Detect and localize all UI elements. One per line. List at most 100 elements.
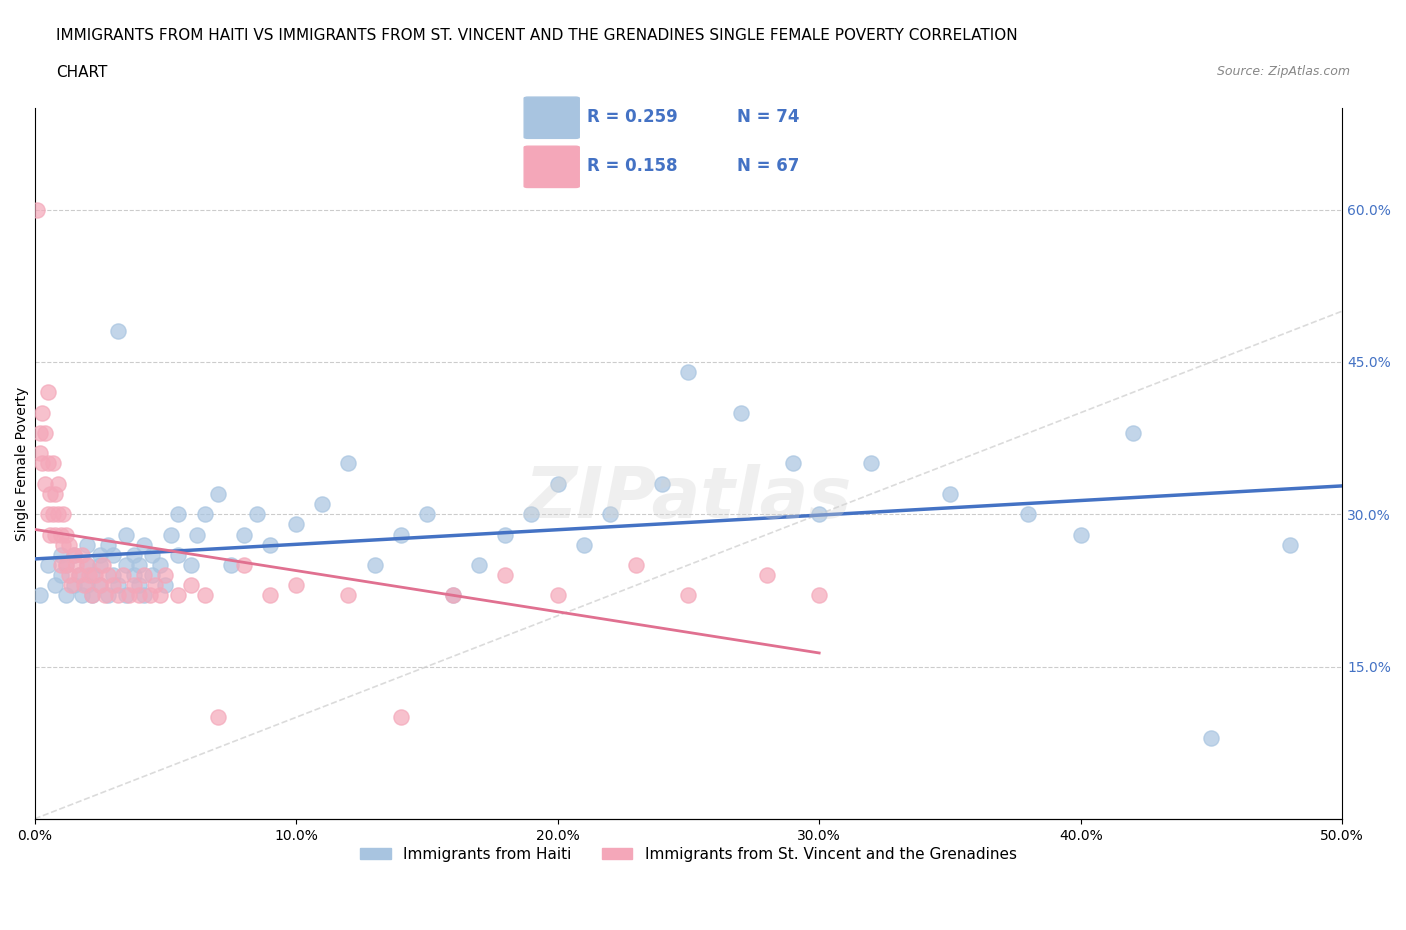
Point xyxy=(49,527,72,542)
Point xyxy=(46,507,69,522)
Text: Source: ZipAtlas.com: Source: ZipAtlas.com xyxy=(1216,65,1350,78)
Point xyxy=(138,588,160,603)
Point xyxy=(107,588,129,603)
Point xyxy=(468,558,491,573)
Point xyxy=(939,486,962,501)
Point xyxy=(115,527,138,542)
Point xyxy=(28,445,51,460)
Point xyxy=(76,558,98,573)
Point xyxy=(259,538,281,552)
Point xyxy=(25,202,48,217)
Point xyxy=(180,578,202,592)
Point xyxy=(37,456,59,471)
Point xyxy=(159,527,181,542)
Point xyxy=(1017,507,1039,522)
Point xyxy=(44,527,66,542)
Point xyxy=(62,548,84,563)
Point xyxy=(494,527,516,542)
Point xyxy=(89,578,111,592)
Point xyxy=(389,710,412,724)
Point xyxy=(62,548,84,563)
Point xyxy=(143,578,166,592)
Point xyxy=(118,588,141,603)
FancyBboxPatch shape xyxy=(524,146,579,188)
Point xyxy=(107,578,129,592)
Point xyxy=(55,558,77,573)
Point xyxy=(337,456,360,471)
Point xyxy=(363,558,385,573)
Point xyxy=(599,507,621,522)
Point xyxy=(91,558,114,573)
Point xyxy=(547,476,569,491)
Point xyxy=(82,588,104,603)
Point xyxy=(76,558,98,573)
Point xyxy=(67,567,90,582)
Point xyxy=(122,578,145,592)
Point xyxy=(547,588,569,603)
Point xyxy=(67,567,90,582)
Point xyxy=(155,567,177,582)
Point xyxy=(42,456,65,471)
Point xyxy=(1070,527,1092,542)
Point xyxy=(207,710,229,724)
Point xyxy=(1122,426,1144,441)
Point xyxy=(76,538,98,552)
Point xyxy=(101,567,124,582)
Point xyxy=(441,588,464,603)
Point xyxy=(89,548,111,563)
Point xyxy=(1201,730,1223,745)
Point xyxy=(107,324,129,339)
Point xyxy=(494,567,516,582)
Point xyxy=(94,588,117,603)
Point xyxy=(55,527,77,542)
Point xyxy=(28,426,51,441)
Point xyxy=(122,567,145,582)
Point xyxy=(31,456,53,471)
Point xyxy=(141,548,163,563)
Point xyxy=(624,558,647,573)
Point xyxy=(58,567,80,582)
Point xyxy=(572,538,595,552)
Point xyxy=(34,476,56,491)
Point xyxy=(186,527,208,542)
Point xyxy=(389,527,412,542)
Point xyxy=(180,558,202,573)
Point xyxy=(97,588,120,603)
Point xyxy=(82,567,104,582)
Point xyxy=(52,538,75,552)
Text: ZIPatlas: ZIPatlas xyxy=(524,464,852,534)
Point xyxy=(651,476,673,491)
Point xyxy=(285,517,308,532)
Point xyxy=(207,486,229,501)
Text: IMMIGRANTS FROM HAITI VS IMMIGRANTS FROM ST. VINCENT AND THE GRENADINES SINGLE F: IMMIGRANTS FROM HAITI VS IMMIGRANTS FROM… xyxy=(56,28,1018,43)
Point xyxy=(76,578,98,592)
Point xyxy=(219,558,242,573)
Point xyxy=(730,405,752,420)
Point xyxy=(122,548,145,563)
Point xyxy=(115,558,138,573)
Point xyxy=(112,567,135,582)
Point xyxy=(28,588,51,603)
Text: N = 67: N = 67 xyxy=(737,157,799,175)
Text: R = 0.158: R = 0.158 xyxy=(588,157,678,175)
Point xyxy=(97,567,120,582)
Point xyxy=(128,588,150,603)
Point xyxy=(49,567,72,582)
Point xyxy=(82,588,104,603)
Point xyxy=(167,548,190,563)
Point xyxy=(39,527,62,542)
Point xyxy=(337,588,360,603)
Point xyxy=(167,588,190,603)
Point xyxy=(49,558,72,573)
Point xyxy=(44,578,66,592)
Point xyxy=(42,507,65,522)
Point xyxy=(83,567,105,582)
Text: N = 74: N = 74 xyxy=(737,108,799,126)
Point xyxy=(62,578,84,592)
Point xyxy=(73,578,96,592)
Point xyxy=(70,548,93,563)
Point xyxy=(49,548,72,563)
Point xyxy=(141,567,163,582)
Point xyxy=(193,507,215,522)
Point xyxy=(60,578,83,592)
